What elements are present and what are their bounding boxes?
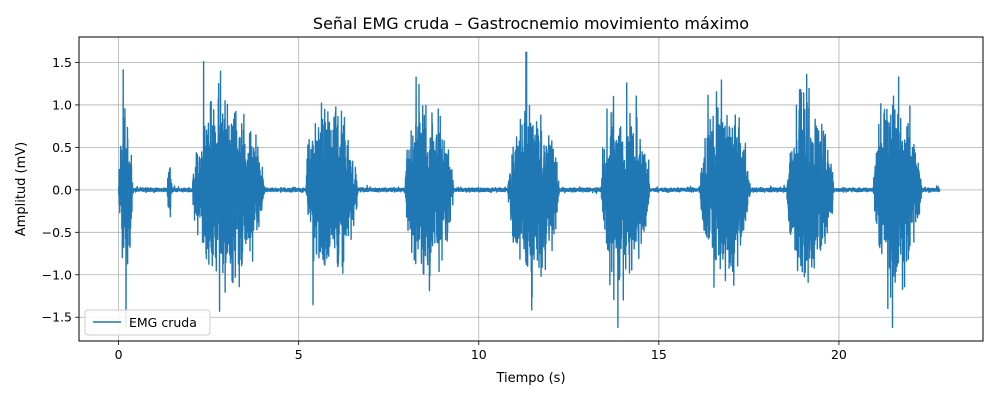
series-layer bbox=[117, 51, 941, 329]
x-tick-label: 5 bbox=[295, 347, 303, 362]
x-tick-label: 0 bbox=[115, 347, 123, 362]
y-tick-label: 1.5 bbox=[52, 55, 72, 70]
y-tick-label: 1.0 bbox=[52, 97, 72, 112]
y-tick-label: −1.5 bbox=[42, 310, 72, 325]
plot-frame bbox=[78, 36, 984, 342]
y-tick-label: −1.0 bbox=[42, 267, 72, 282]
y-tick-label: −0.5 bbox=[42, 225, 72, 240]
y-tick-label: 0.5 bbox=[52, 140, 72, 155]
legend: EMG cruda bbox=[84, 309, 211, 336]
chart-title: Señal EMG cruda – Gastrocnemio movimient… bbox=[313, 14, 749, 33]
y-tick-label: 0.0 bbox=[52, 182, 72, 197]
legend-box bbox=[84, 309, 211, 336]
legend-label-emg-cruda: EMG cruda bbox=[129, 315, 197, 330]
y-axis-title: Amplitud (mV) bbox=[14, 142, 29, 236]
tick-layer: 0 5 10 15 20 −1.5 −1.0 −0.5 0.0 0.5 1.0 1.5 bbox=[42, 55, 847, 362]
x-tick-label: 15 bbox=[651, 347, 667, 362]
x-tick-label: 20 bbox=[831, 347, 847, 362]
series-line-emg-cruda bbox=[117, 51, 941, 329]
x-tick-label: 10 bbox=[471, 347, 487, 362]
x-axis-title: Tiempo (s) bbox=[495, 371, 565, 386]
